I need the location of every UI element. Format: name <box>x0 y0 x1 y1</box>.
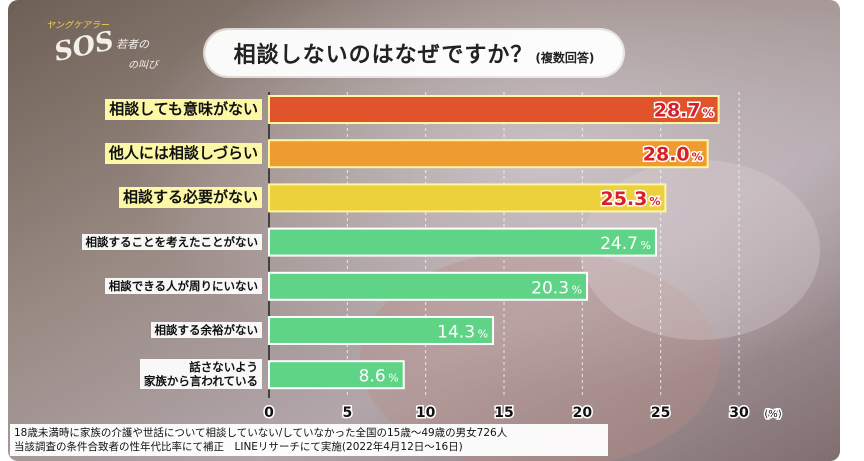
bar-value-unit: % <box>692 151 703 164</box>
x-tick-label: 30 <box>729 405 749 421</box>
x-tick-label: 20 <box>573 405 593 421</box>
title-main: 相談しないのはなぜですか？ <box>233 43 534 68</box>
bar <box>268 227 657 257</box>
bar-value-unit: % <box>649 195 660 208</box>
chart-title: 相談しないのはなぜですか？ (複数回答) <box>205 30 623 76</box>
category-label: 相談する必要がない <box>118 187 262 209</box>
bar <box>268 316 495 345</box>
category-label: 話さないよう 家族から言われている <box>139 358 262 390</box>
bar-value-unit: % <box>572 283 582 296</box>
x-tick-label: 15 <box>494 405 513 421</box>
bar-value-label: 28.0 <box>643 144 690 166</box>
bar-value-unit: % <box>478 328 488 341</box>
bar-value-label: 8.6 <box>359 367 386 387</box>
footnote-line-1: 18歳未満時に家族の介護や世話について相談していない/していなかった全国の15歳… <box>14 427 508 439</box>
bar-value-unit: % <box>703 107 714 120</box>
category-label: 相談しても意味がない <box>105 99 262 120</box>
program-logo: ヤングケアラー SOS 若者の の叫び <box>46 21 158 71</box>
bar-value-label: 25.3 <box>600 188 647 210</box>
x-tick-label: 0 <box>264 405 274 421</box>
x-tick-label: 5 <box>342 405 352 421</box>
bar <box>268 271 589 301</box>
bar-value-unit: % <box>388 372 398 385</box>
bar-value-label: 28.7 <box>654 100 701 122</box>
bar <box>268 360 405 390</box>
bar-value-label: 14.3 <box>437 323 475 343</box>
bar-value-label: 24.7 <box>600 234 638 254</box>
bar <box>268 139 709 169</box>
category-label: 相談できる人が周りにいない <box>104 277 262 295</box>
footnote: 18歳未満時に家族の介護や世話について相談していない/していなかった全国の15歳… <box>10 424 608 456</box>
x-tick-label: 25 <box>651 405 670 421</box>
x-axis-unit: (%) <box>764 409 781 420</box>
category-label: 相談することを考えたことがない <box>81 233 262 250</box>
bar <box>268 183 667 213</box>
bar-value-unit: % <box>641 239 651 252</box>
category-label: 相談する余裕がない <box>150 322 262 339</box>
category-label: 他人には相談しづらい <box>104 143 262 164</box>
footnote-line-2: 当該調査の条件合致者の性年代比率にて補正 LINEリサーチにて実施(2022年4… <box>14 441 463 453</box>
bar-value-label: 20.3 <box>531 278 569 298</box>
title-sub: (複数回答) <box>535 50 595 65</box>
bar <box>268 95 720 124</box>
x-tick-label: 10 <box>416 405 436 421</box>
